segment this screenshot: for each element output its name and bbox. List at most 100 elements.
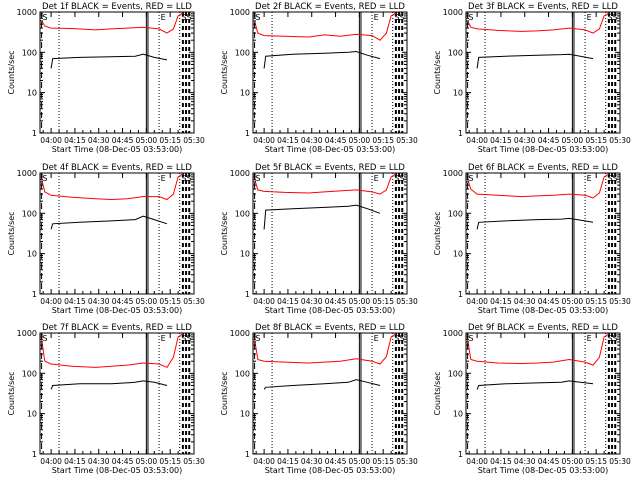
marker-label-ss: SS xyxy=(607,174,617,183)
y-tick-label: 10 xyxy=(27,89,37,98)
y-tick-label: 10 xyxy=(453,410,463,419)
x-tick-label: 05:15 xyxy=(372,136,394,145)
y-tick-label: 100 xyxy=(22,48,37,57)
x-tick-label: 04:45 xyxy=(538,136,560,145)
x-axis-title: Start Time (08-Dec-05 03:53:00) xyxy=(265,306,396,315)
marker-label-start: S xyxy=(468,174,473,183)
marker-label-start: S xyxy=(255,174,260,183)
x-tick-label: 04:00 xyxy=(40,297,62,306)
marker-label-ss: SS xyxy=(607,334,617,343)
marker-label-start: S xyxy=(42,174,47,183)
marker-label-start: S xyxy=(42,334,47,343)
panel-title: Det 2f BLACK = Events, RED = LLD xyxy=(255,2,405,12)
x-tick-label: 05:30 xyxy=(183,136,205,145)
series-lld-line xyxy=(254,12,397,41)
y-tick-label: 100 xyxy=(235,48,250,57)
x-tick-label: 05:30 xyxy=(396,136,418,145)
x-tick-label: 05:15 xyxy=(585,297,607,306)
x-axis-title: Start Time (08-Dec-05 03:53:00) xyxy=(478,466,609,475)
y-tick-label: 1000 xyxy=(443,169,463,178)
x-axis-title: Start Time (08-Dec-05 03:53:00) xyxy=(478,145,609,154)
x-tick-label: 04:45 xyxy=(325,297,347,306)
marker-label-start: S xyxy=(468,13,473,22)
marker-label-end: E xyxy=(161,174,166,183)
x-tick-label: 04:15 xyxy=(277,297,299,306)
panel-title: Det 1f BLACK = Events, RED = LLD xyxy=(42,2,192,12)
x-tick-label: 04:15 xyxy=(64,457,86,466)
x-tick-label: 05:15 xyxy=(159,297,181,306)
x-tick-label: 04:15 xyxy=(64,297,86,306)
y-tick-label: 10 xyxy=(453,89,463,98)
y-tick-label: 1 xyxy=(458,450,463,459)
x-axis-title: Start Time (08-Dec-05 03:53:00) xyxy=(52,306,183,315)
marker-label-ss: SS xyxy=(394,334,404,343)
y-tick-label: 1000 xyxy=(17,169,37,178)
series-events-line xyxy=(476,380,594,390)
x-tick-label: 04:15 xyxy=(277,457,299,466)
y-tick-label: 1000 xyxy=(443,8,463,17)
marker-label-end: E xyxy=(161,13,166,22)
x-tick-label: 04:45 xyxy=(538,297,560,306)
marker-label-start: S xyxy=(468,334,473,343)
plot-frame xyxy=(465,172,621,295)
panel-title: Det 8f BLACK = Events, RED = LLD xyxy=(255,323,405,333)
x-tick-label: 04:15 xyxy=(64,136,86,145)
x-axis-title: Start Time (08-Dec-05 03:53:00) xyxy=(265,466,396,475)
y-tick-label: 100 xyxy=(22,209,37,218)
y-axis-title: Counts/sec xyxy=(7,211,16,255)
x-tick-label: 05:00 xyxy=(136,457,158,466)
y-tick-label: 1000 xyxy=(230,169,250,178)
marker-label-ss: SS xyxy=(181,13,191,22)
y-tick-label: 100 xyxy=(448,48,463,57)
x-tick-label: 04:00 xyxy=(466,136,488,145)
plot-frame xyxy=(252,11,408,134)
series-lld-line xyxy=(41,333,184,369)
x-tick-label: 04:15 xyxy=(490,457,512,466)
plot-frame xyxy=(252,172,408,295)
series-events-line xyxy=(50,215,168,230)
x-tick-label: 04:00 xyxy=(40,136,62,145)
y-tick-label: 10 xyxy=(453,250,463,259)
y-tick-label: 100 xyxy=(235,209,250,218)
panel-title: Det 5f BLACK = Events, RED = LLD xyxy=(255,163,405,173)
y-tick-label: 10 xyxy=(240,89,250,98)
marker-label-end: E xyxy=(374,174,379,183)
series-lld-line xyxy=(41,12,184,34)
x-tick-label: 05:30 xyxy=(396,457,418,466)
y-tick-label: 100 xyxy=(448,369,463,378)
y-tick-label: 1000 xyxy=(443,329,463,338)
x-axis-title: Start Time (08-Dec-05 03:53:00) xyxy=(52,145,183,154)
x-tick-label: 04:15 xyxy=(277,136,299,145)
x-tick-label: 04:45 xyxy=(112,136,134,145)
y-tick-label: 1 xyxy=(245,129,250,138)
panel-title: Det 4f BLACK = Events, RED = LLD xyxy=(42,163,192,173)
series-events-line xyxy=(476,217,594,230)
series-lld-line xyxy=(467,12,610,34)
marker-label-end: E xyxy=(374,334,379,343)
x-tick-label: 05:30 xyxy=(609,457,631,466)
y-tick-label: 1 xyxy=(458,290,463,299)
x-tick-label: 05:00 xyxy=(349,457,371,466)
y-tick-label: 1000 xyxy=(17,8,37,17)
x-tick-label: 05:15 xyxy=(372,297,394,306)
panel-title: Det 3f BLACK = Events, RED = LLD xyxy=(468,2,618,12)
x-axis-title: Start Time (08-Dec-05 03:53:00) xyxy=(265,145,396,154)
x-tick-label: 04:30 xyxy=(514,136,536,145)
y-axis-title: Counts/sec xyxy=(220,50,229,94)
series-events-line xyxy=(263,379,381,390)
x-tick-label: 05:30 xyxy=(609,297,631,306)
y-axis-title: Counts/sec xyxy=(433,50,442,94)
x-tick-label: 05:15 xyxy=(159,457,181,466)
y-tick-label: 1 xyxy=(458,129,463,138)
y-tick-label: 1000 xyxy=(17,329,37,338)
y-tick-label: 1000 xyxy=(230,329,250,338)
x-tick-label: 04:15 xyxy=(490,136,512,145)
y-tick-label: 100 xyxy=(22,369,37,378)
x-tick-label: 04:45 xyxy=(325,136,347,145)
